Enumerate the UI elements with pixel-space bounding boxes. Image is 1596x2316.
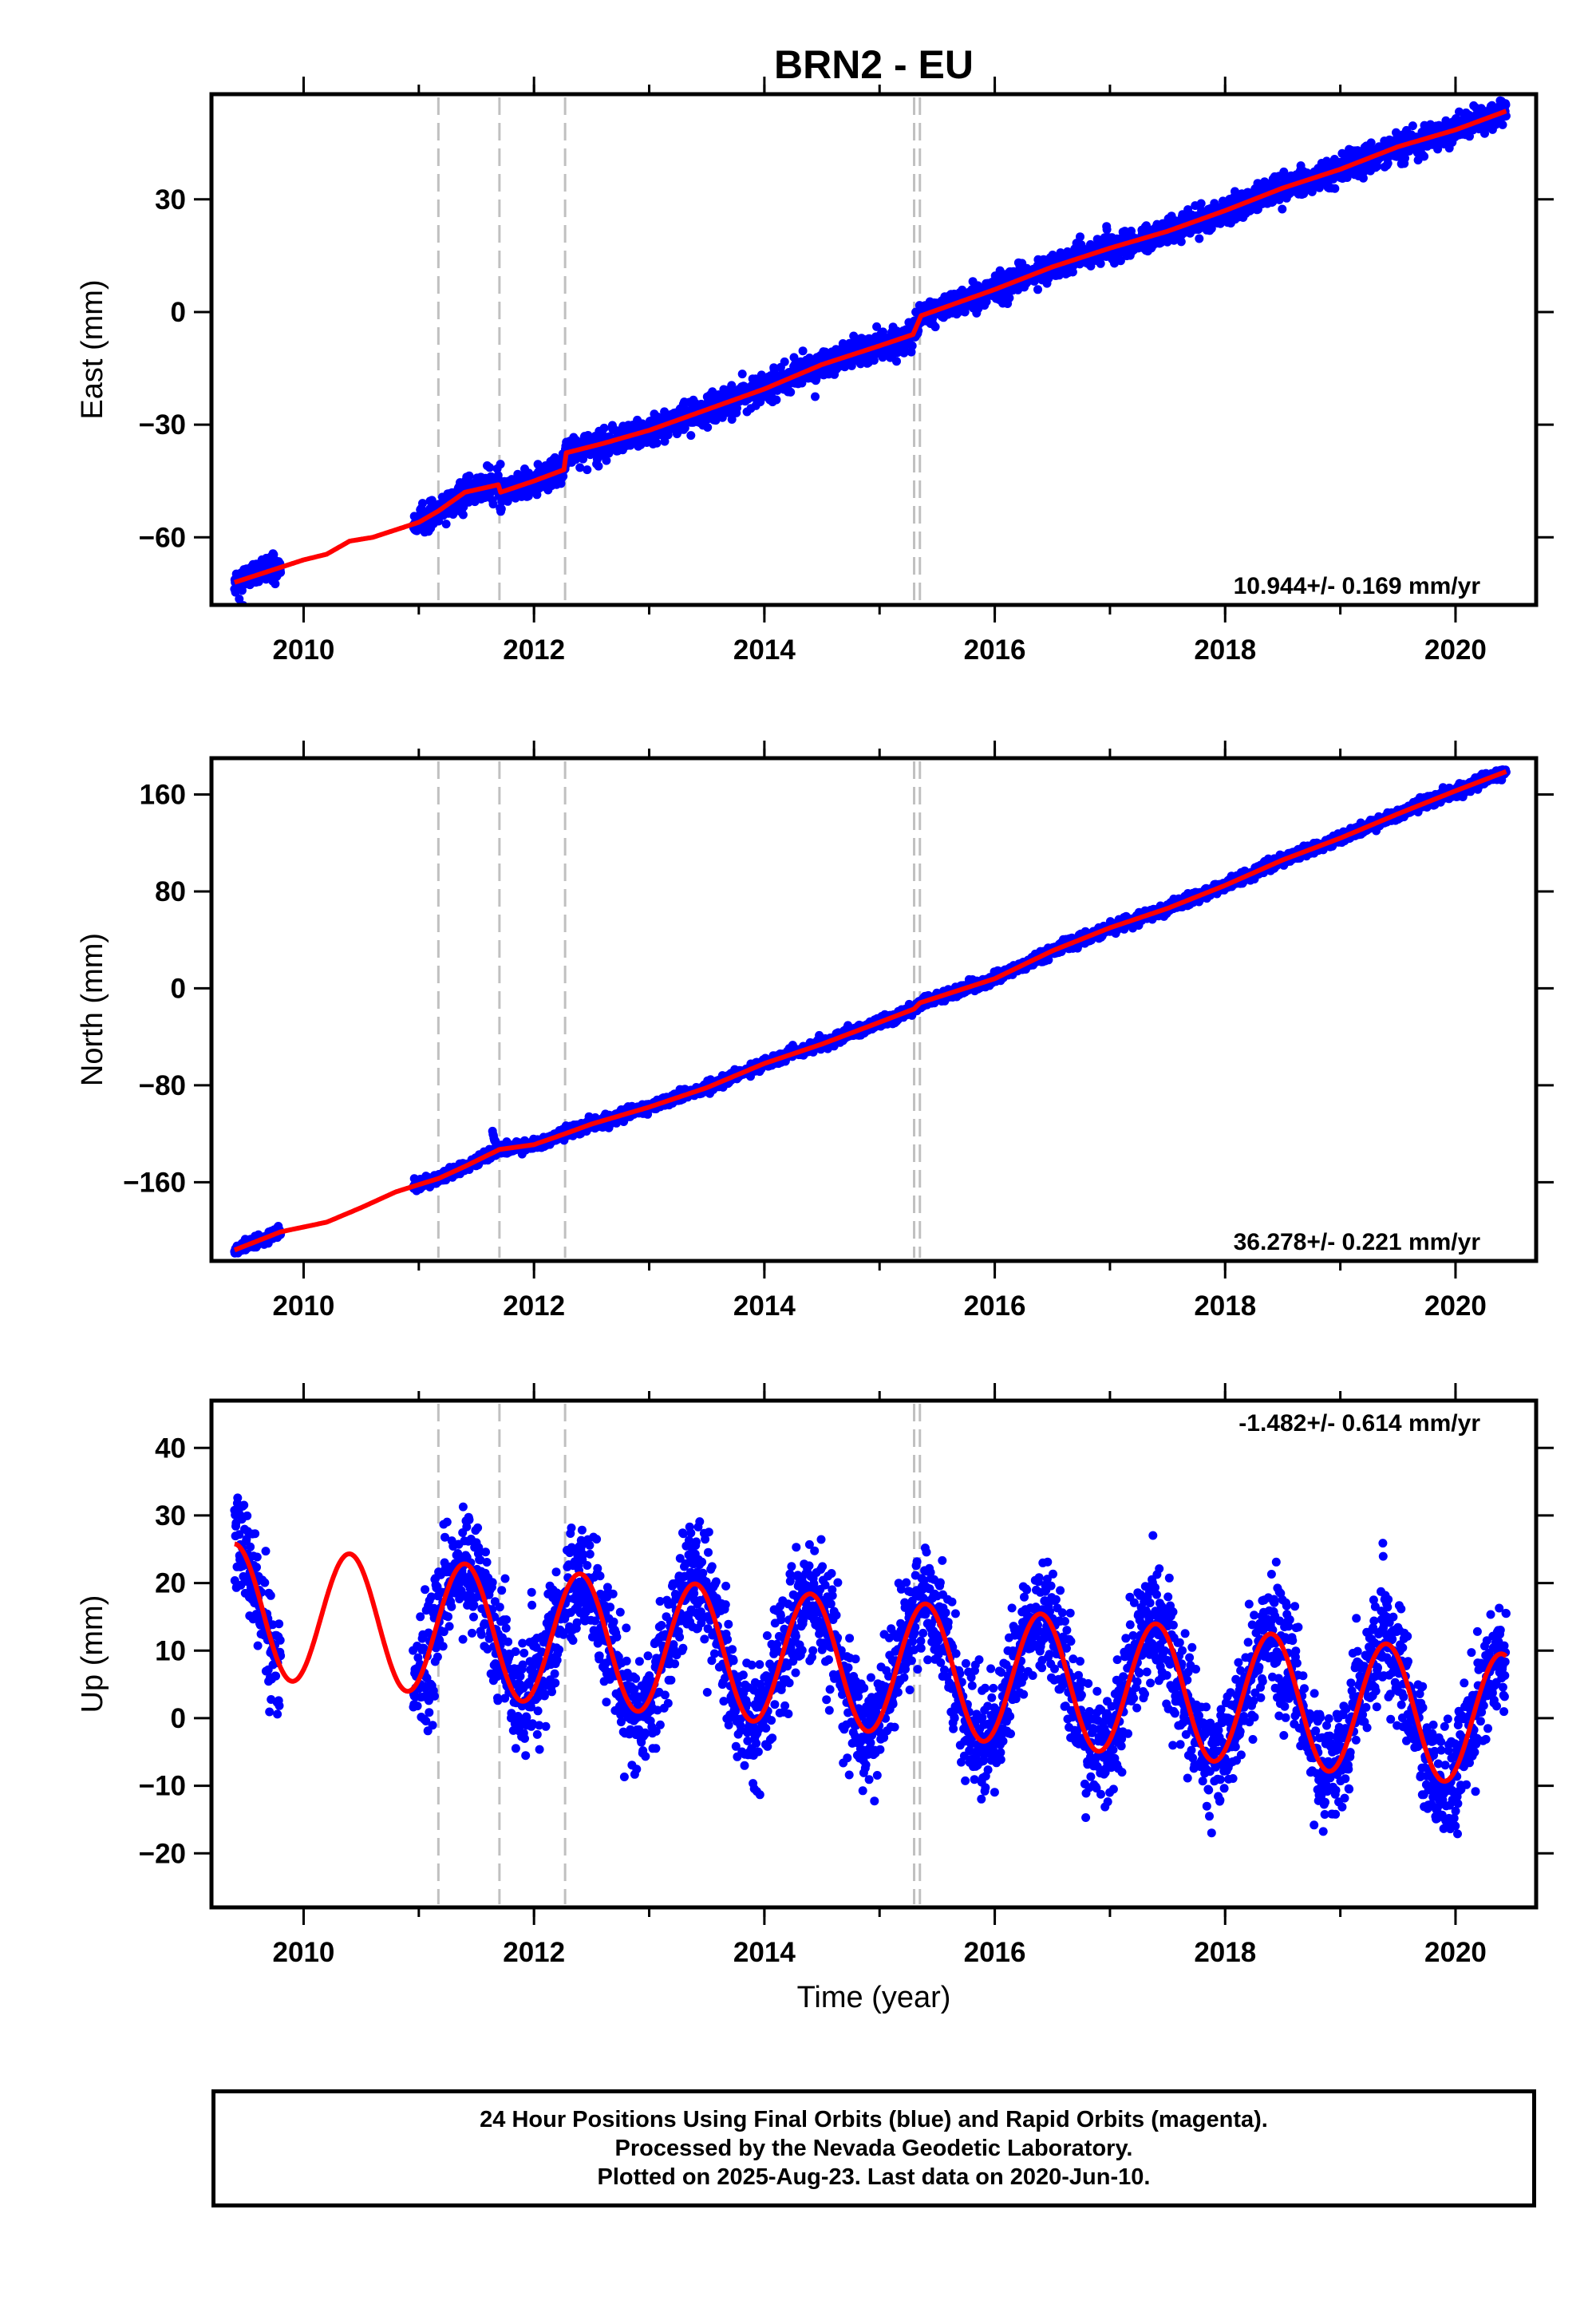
east-point	[780, 357, 789, 366]
east-point	[1278, 204, 1287, 214]
east-point	[496, 460, 505, 469]
east-x-tick-label: 2014	[733, 634, 796, 666]
east-point	[1033, 285, 1042, 294]
east-y-tick-label: −60	[139, 522, 186, 553]
east-point	[660, 437, 670, 446]
east-point	[441, 520, 451, 529]
east-point	[737, 370, 747, 379]
east-x-tick-label: 2010	[273, 634, 335, 666]
east-point	[798, 346, 808, 356]
east-panel: 2010 2012 2014 2016 2018 2020 −60 −30 0 30 East (m…	[76, 77, 1554, 666]
east-point	[789, 353, 799, 362]
east-x-tick-label: 2016	[964, 634, 1026, 666]
east-point	[892, 357, 901, 366]
east-y-tick-label: 0	[171, 297, 186, 328]
east-point	[235, 595, 244, 603]
east-point	[930, 322, 940, 332]
east-point	[727, 381, 737, 390]
east-point	[237, 586, 247, 595]
east-y-tick-label: 30	[155, 184, 186, 215]
east-point	[1408, 121, 1417, 131]
east-point	[1195, 234, 1204, 243]
east-point	[602, 456, 611, 465]
east-y-tick-label: −30	[139, 409, 186, 441]
east-point	[786, 387, 796, 397]
east-point	[496, 504, 506, 514]
east-x-tick-label: 2018	[1194, 634, 1256, 666]
east-point	[811, 392, 820, 401]
east-point	[579, 454, 588, 464]
east-point	[271, 579, 280, 589]
east-point	[686, 431, 696, 441]
east-points	[230, 96, 1511, 605]
east-point	[757, 370, 766, 380]
east-point	[418, 499, 427, 508]
east-point	[879, 327, 887, 337]
east-point	[1501, 100, 1511, 109]
east-point	[575, 463, 585, 472]
east-point	[599, 423, 609, 433]
east-point	[1102, 225, 1112, 235]
east-point	[1005, 293, 1014, 302]
east-point	[1420, 152, 1429, 161]
east-point	[772, 395, 781, 405]
figure-title: BRN2 - EU	[774, 42, 974, 87]
east-point	[652, 438, 662, 448]
east-point	[488, 500, 498, 509]
east-point	[869, 356, 879, 365]
east-point	[680, 423, 689, 433]
east-point	[594, 461, 603, 471]
east-point	[733, 403, 741, 413]
east-point	[458, 510, 468, 520]
east-point	[583, 465, 592, 475]
east-point	[1076, 232, 1084, 242]
east-point	[872, 322, 882, 331]
east-point	[1498, 120, 1507, 129]
east-point	[727, 415, 737, 424]
east-point	[1068, 267, 1077, 277]
east-point	[907, 341, 917, 350]
east-point	[485, 463, 495, 472]
east-y-axis-label: East (mm)	[76, 279, 109, 419]
east-point	[703, 423, 713, 432]
east-x-tick-label: 2012	[503, 634, 565, 666]
east-point	[464, 471, 474, 480]
north-panel: 2010 2012 2014 2016 2018 2020−160−80080160Nor…	[76, 741, 1554, 1322]
east-point	[1330, 184, 1340, 193]
east-rate-label: 10.944+/- 0.169 mm/yr	[1234, 573, 1481, 599]
east-x-tick-label: 2020	[1424, 634, 1487, 666]
